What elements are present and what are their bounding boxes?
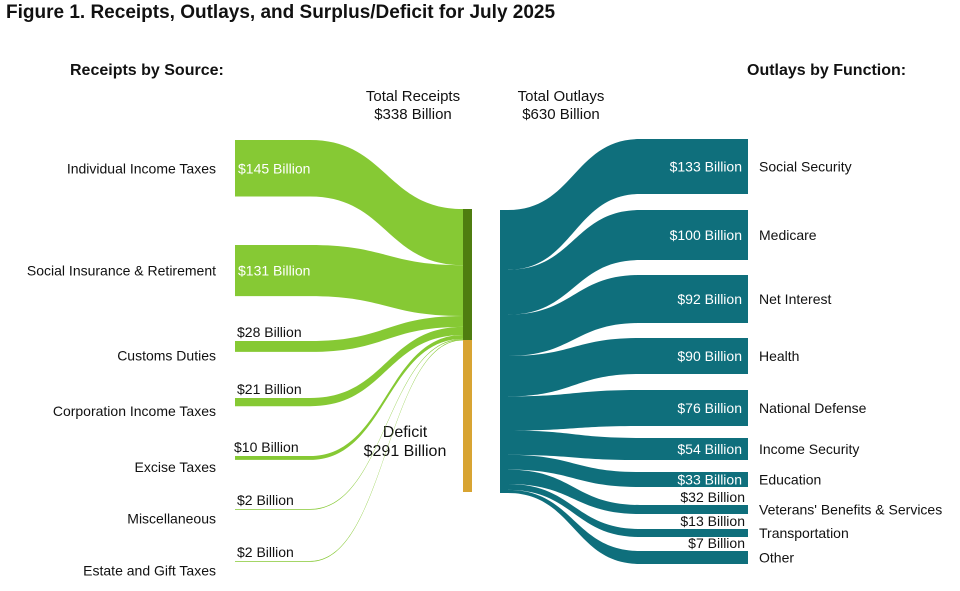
receipt-value-label: $2 Billion bbox=[237, 544, 294, 560]
outlay-value-label: $90 Billion bbox=[677, 348, 742, 364]
outlay-value-label: $32 Billion bbox=[680, 489, 745, 505]
total-outlays-node bbox=[500, 210, 508, 493]
outlay-flow-6 bbox=[508, 454, 748, 487]
outlay-flow-0 bbox=[508, 139, 748, 270]
outlays-header: Outlays by Function: bbox=[747, 62, 907, 79]
receipt-value-label: $145 Billion bbox=[238, 160, 310, 176]
outlay-function-label: Other bbox=[759, 550, 794, 566]
receipt-source-label: Social Insurance & Retirement bbox=[27, 263, 216, 279]
total-receipts: Total Receipts $338 Billion bbox=[350, 88, 476, 124]
outlay-function-label: Income Security bbox=[759, 441, 859, 457]
outlay-function-label: Net Interest bbox=[759, 291, 831, 307]
receipt-value-label: $28 Billion bbox=[237, 324, 302, 340]
deficit-label: Deficit $291 Billion bbox=[352, 423, 458, 461]
receipt-value-label: $10 Billion bbox=[234, 439, 299, 455]
outlay-flow-2 bbox=[508, 275, 748, 356]
outlay-value-label: $92 Billion bbox=[677, 291, 742, 307]
outlay-function-label: National Defense bbox=[759, 400, 867, 416]
outlay-value-label: $7 Billion bbox=[688, 535, 745, 551]
outlay-function-label: Social Security bbox=[759, 159, 852, 175]
figure-title: Figure 1. Receipts, Outlays, and Surplus… bbox=[6, 2, 556, 23]
receipt-source-label: Corporation Income Taxes bbox=[53, 403, 216, 419]
outlay-value-label: $100 Billion bbox=[670, 227, 742, 243]
total-outlays-value: $630 Billion bbox=[522, 106, 600, 123]
outlay-flow-5 bbox=[508, 430, 748, 460]
outlay-function-label: Transportation bbox=[759, 525, 849, 541]
receipts-header: Receipts by Source: bbox=[70, 62, 224, 79]
receipt-value-label: $2 Billion bbox=[237, 492, 294, 508]
outlay-function-label: Veterans' Benefits & Services bbox=[759, 502, 942, 518]
total-receipts-node bbox=[463, 209, 472, 340]
total-receipts-label: Total Receipts bbox=[365, 88, 461, 105]
receipt-flow-5 bbox=[235, 338, 463, 510]
outlay-value-label: $13 Billion bbox=[680, 513, 745, 529]
outlay-value-label: $133 Billion bbox=[670, 159, 742, 175]
deficit-value: $291 Billion bbox=[363, 443, 447, 460]
total-outlays: Total Outlays $630 Billion bbox=[498, 88, 624, 124]
outlay-flow-9 bbox=[508, 489, 748, 564]
receipt-value-label: $131 Billion bbox=[238, 263, 310, 279]
receipt-source-label: Excise Taxes bbox=[135, 459, 216, 475]
total-outlays-label: Total Outlays bbox=[517, 88, 605, 105]
deficit-node bbox=[463, 340, 472, 492]
receipt-flow-1 bbox=[235, 245, 463, 316]
outlay-value-label: $54 Billion bbox=[677, 441, 742, 457]
outlay-function-label: Medicare bbox=[759, 227, 817, 243]
total-receipts-value: $338 Billion bbox=[374, 106, 452, 123]
outlay-flow-4 bbox=[508, 390, 748, 431]
receipt-source-label: Customs Duties bbox=[117, 347, 216, 363]
outlay-flow-3 bbox=[508, 338, 748, 397]
receipt-flow-2 bbox=[235, 315, 463, 352]
outlay-value-label: $76 Billion bbox=[677, 400, 742, 416]
receipt-source-label: Individual Income Taxes bbox=[67, 160, 216, 176]
deficit-label-text: Deficit bbox=[382, 424, 428, 441]
receipt-source-label: Estate and Gift Taxes bbox=[83, 562, 216, 578]
outlay-flow-7 bbox=[508, 469, 748, 514]
receipt-value-label: $21 Billion bbox=[237, 381, 302, 397]
outlay-value-label: $33 Billion bbox=[677, 472, 742, 488]
receipt-source-label: Miscellaneous bbox=[127, 510, 216, 526]
receipt-flow-0 bbox=[235, 140, 463, 266]
outlay-function-label: Health bbox=[759, 348, 799, 364]
outlay-flow-1 bbox=[508, 210, 748, 315]
receipt-flow-3 bbox=[235, 326, 463, 407]
outlay-flow-8 bbox=[508, 484, 748, 537]
outlay-function-label: Education bbox=[759, 472, 821, 488]
